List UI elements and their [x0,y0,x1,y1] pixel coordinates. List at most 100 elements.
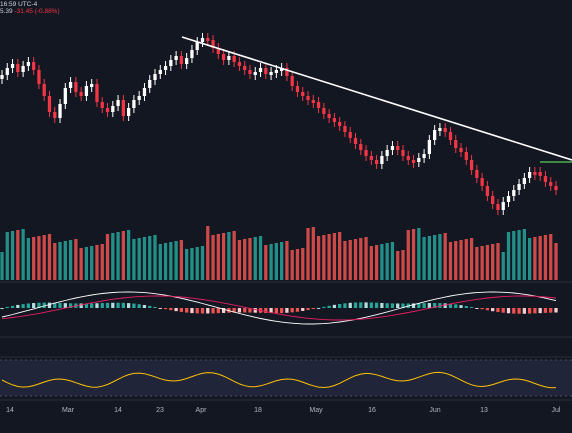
volume-bar [248,238,252,280]
candle-body [411,160,416,163]
macd-bar [464,305,468,308]
volume-bar [153,235,157,280]
candle-body [332,118,337,122]
macd-bar [79,303,83,308]
volume-bar [480,246,484,280]
volume-bar [443,233,447,280]
macd-bar [84,303,89,308]
volume-bar [459,240,463,280]
macd-bar [417,303,421,308]
volume-bar [427,236,432,280]
macd-bar [216,308,220,314]
volume-bar [16,230,20,280]
candle-body [427,140,432,154]
candle-body [280,68,284,71]
volume-bar [506,232,511,280]
candle-body [448,132,453,140]
candle-body [58,104,62,118]
volume-bar [169,242,173,280]
macd-bar [195,308,199,314]
volume-bar [116,232,120,280]
macd-bar [5,306,9,308]
candle-body [32,62,36,70]
candle-body [485,186,490,196]
macd-bar [211,308,215,314]
macd-bar [137,304,141,308]
volume-bar [549,234,553,280]
macd-bar [232,308,236,313]
macd-bar [359,302,363,308]
volume-bar [142,237,147,280]
macd-bar [116,302,120,308]
candle-body [406,156,410,160]
macd-bar [185,308,189,313]
macd-bar [105,302,110,308]
macd-bar [153,306,157,308]
candle-body [221,54,226,60]
macd-bar [190,308,194,314]
macd-bar [16,304,20,308]
candle-body [549,182,553,186]
volume-bar [148,236,152,280]
macd-bar [496,308,500,313]
macd-bar [332,304,337,308]
macd-bar [90,303,94,308]
candle-body [417,158,421,162]
macd-bar [422,303,426,308]
macd-bar [253,308,257,313]
candle-body [179,56,184,64]
volume-bar [475,247,479,280]
macd-bar [142,304,147,308]
volume-bar [111,233,115,280]
volume-bar [232,231,236,280]
volume-bar [227,232,231,280]
candle-body [512,190,516,196]
volume-bar [74,239,78,280]
volume-bar [464,239,468,280]
candle-body [195,42,199,50]
volume-bar [380,244,384,280]
volume-bar [211,235,215,280]
volume-bar [527,238,532,280]
candle-body [232,56,236,62]
candle-body [74,82,78,92]
macd-bar [427,303,432,308]
legend-header: 16:59 UTC-4 5.39 -31.45 (-0.88%) [0,1,60,15]
volume-bar [243,239,247,280]
candle-body [475,170,479,178]
volume-bar [280,242,284,280]
candle-body [390,146,395,150]
candle-body [79,92,83,96]
candle-body [469,160,474,170]
volume-bar [137,238,141,280]
volume-bar [359,238,363,280]
candle-body [454,140,458,148]
candle-body [464,152,468,160]
candle-body [491,196,495,204]
volume-bar [158,244,162,280]
candle-body [153,74,157,80]
macd-bar [512,308,516,314]
volume-bar [491,244,495,280]
candle-body [527,172,532,178]
rsi-line [1,371,557,389]
macd-bar [380,302,384,308]
macd-bar [533,308,537,314]
volume-bar [258,236,263,280]
volume-bar [433,235,437,280]
volume-bar [5,232,9,280]
volume-bar [501,252,505,280]
macd-bar [42,302,46,308]
volume-bar [338,232,342,280]
candle-body [10,64,15,68]
candle-body [433,130,437,140]
rsi-band [0,360,572,396]
volume-bar [42,235,46,280]
volume-bar [47,234,52,280]
candle-body [53,112,57,118]
macd-bar [506,308,511,314]
candle-body [459,148,463,152]
volume-bar [132,239,136,280]
